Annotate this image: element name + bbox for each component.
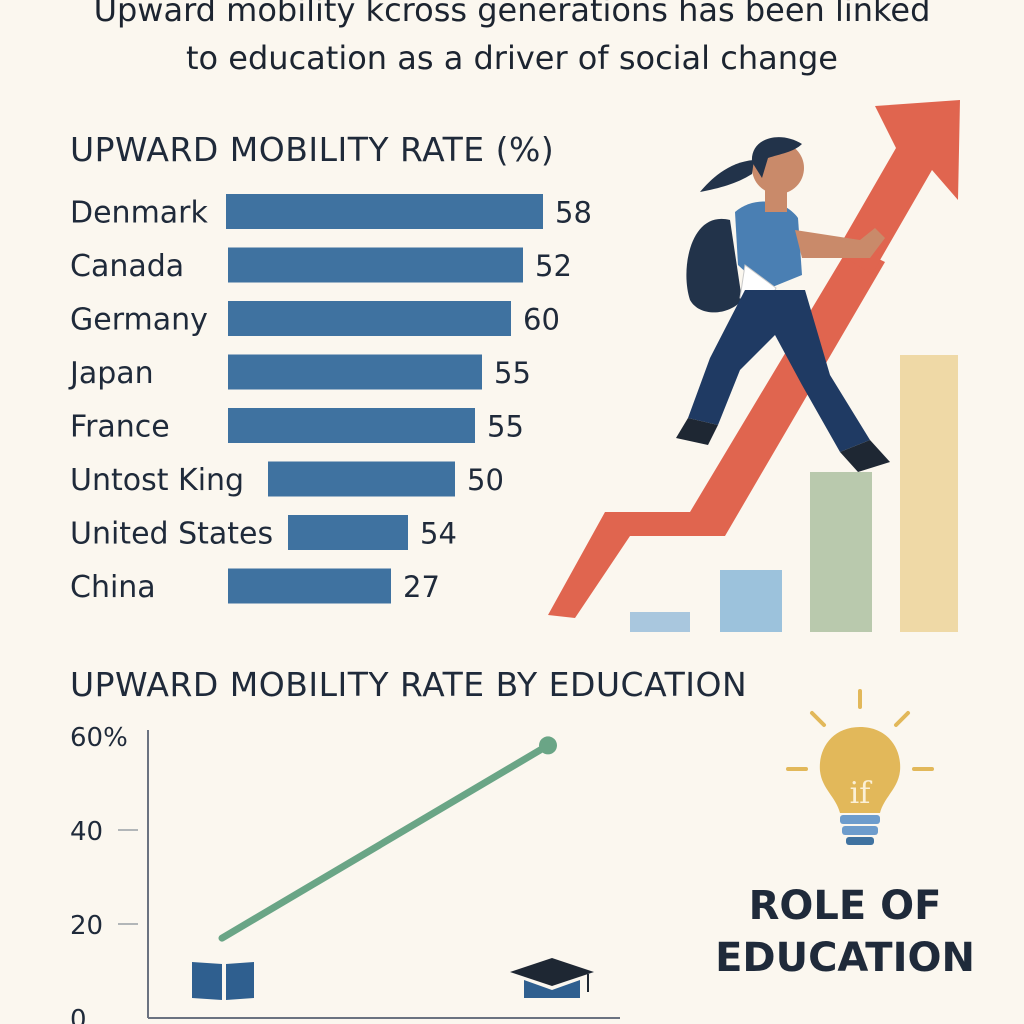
y-tick-label: 0 (70, 1005, 87, 1024)
bar-value-label: 54 (420, 517, 457, 551)
bar-category-label: France (70, 410, 170, 445)
bar-value-label: 58 (555, 196, 592, 230)
data-point (539, 736, 557, 755)
bar-category-label: China (70, 570, 156, 605)
bar-value-label: 55 (494, 356, 531, 390)
bar (228, 568, 391, 604)
bar (226, 194, 543, 229)
bar-category-label: United States (70, 517, 273, 552)
bar-value-label: 50 (467, 463, 504, 497)
bar-chart: Denmark 58 Canada 52 Germany 60 Japan 55 France 5… (68, 194, 592, 605)
bar-category-label: Canada (70, 249, 184, 284)
role-of-education-label: ROLE OF EDUCATION (700, 880, 990, 984)
bar-value-label: 52 (535, 249, 572, 283)
step-bars (630, 355, 958, 632)
bar (228, 247, 523, 283)
bar-category-label: Japan (68, 356, 154, 391)
headline: Upward mobility kcross generations has b… (0, 0, 1024, 82)
lightbulb-icon: if (786, 689, 934, 845)
bar-value-label: 60 (523, 303, 560, 337)
bar (228, 301, 511, 336)
bar (288, 515, 408, 550)
bar-category-label: Germany (70, 303, 208, 338)
bar (268, 461, 455, 497)
step-bar-2 (720, 570, 782, 632)
book-icon (192, 962, 254, 1000)
bar-value-label: 55 (487, 410, 524, 444)
bar-value-label: 27 (403, 570, 440, 604)
line-chart: 0 20 40 60% (70, 723, 620, 1024)
bar (228, 408, 475, 443)
bulb-label: if (850, 776, 873, 811)
y-tick-label: 60% (70, 723, 128, 753)
student-climbing-arrow-illustration (548, 100, 960, 632)
series-line (218, 741, 552, 942)
bar-chart-title: UPWARD MOBILITY RATE (%) (70, 130, 555, 169)
bar-category-label: Denmark (70, 196, 209, 231)
role-line-2: EDUCATION (715, 935, 975, 981)
step-bar-3 (810, 472, 872, 632)
student-figure (676, 137, 890, 472)
headline-line-1: Upward mobility kcross generations has b… (93, 0, 931, 29)
y-tick-label: 40 (70, 817, 103, 847)
step-bar-1 (630, 612, 690, 632)
headline-line-2: to education as a driver of social chang… (186, 39, 838, 77)
graduation-cap-icon (510, 958, 594, 998)
bar (228, 354, 482, 390)
line-chart-title: UPWARD MOBILITY RATE BY EDUCATION (70, 665, 748, 704)
role-line-1: ROLE OF (748, 883, 942, 929)
y-tick-label: 20 (70, 911, 103, 941)
bar-category-label: Untost King (70, 463, 244, 498)
step-bar-4 (900, 355, 958, 632)
